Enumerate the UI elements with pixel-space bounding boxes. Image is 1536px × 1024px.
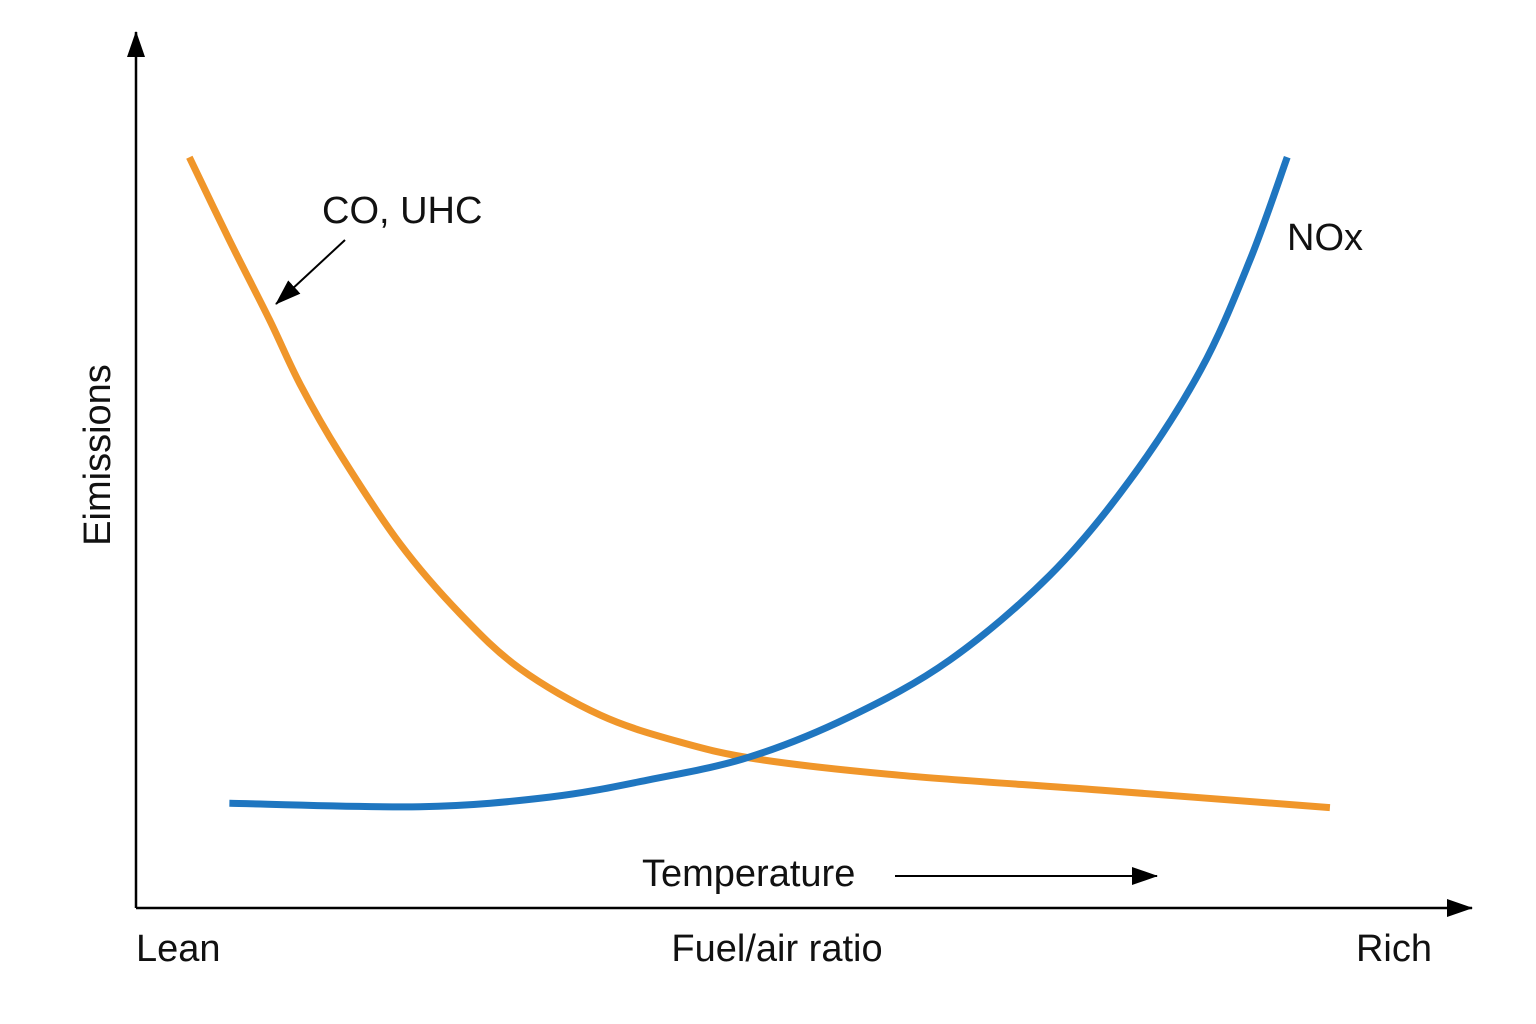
series-label: CO, UHC (322, 190, 482, 232)
annotation: Temperature (642, 853, 855, 895)
line (229, 156, 1291, 811)
label-arrow (275, 239, 346, 305)
series-label: NOx (1287, 217, 1363, 259)
line (186, 155, 1331, 812)
x-start-label: Lean (136, 928, 221, 970)
x-axis-label: Fuel/air ratio (671, 928, 882, 970)
y-axis-label: Eimissions (77, 364, 119, 546)
x-end-label: Rich (1356, 928, 1432, 970)
